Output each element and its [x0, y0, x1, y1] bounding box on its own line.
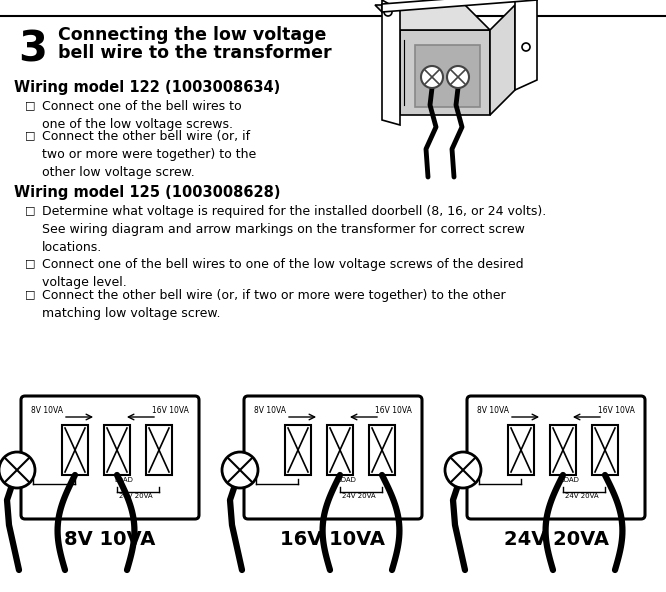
Text: 16V 10VA: 16V 10VA: [598, 406, 635, 415]
Bar: [369, 425, 395, 475]
Text: □: □: [25, 130, 35, 140]
Bar: [550, 425, 576, 475]
Circle shape: [421, 66, 443, 88]
Circle shape: [222, 452, 258, 488]
Bar: [508, 425, 534, 475]
Text: 8V 10VA: 8V 10VA: [477, 406, 509, 415]
Circle shape: [522, 43, 530, 51]
Text: Connect one of the bell wires to one of the low voltage screws of the desired
vo: Connect one of the bell wires to one of …: [42, 258, 523, 289]
Text: LOAD: LOAD: [337, 477, 356, 483]
Text: □: □: [25, 100, 35, 110]
Text: 8V 10VA: 8V 10VA: [65, 530, 156, 549]
Text: Connect the other bell wire (or, if two or more were together) to the other
matc: Connect the other bell wire (or, if two …: [42, 289, 505, 320]
Polygon shape: [382, 0, 537, 12]
Polygon shape: [490, 5, 515, 115]
Circle shape: [447, 66, 469, 88]
Polygon shape: [415, 45, 480, 107]
Bar: [62, 425, 88, 475]
Bar: [327, 425, 353, 475]
Text: 24V 20VA: 24V 20VA: [565, 493, 599, 499]
Text: 16V 10VA: 16V 10VA: [152, 406, 189, 415]
Text: 8V 10VA: 8V 10VA: [31, 406, 63, 415]
Bar: [592, 425, 618, 475]
Text: 8V 10VA: 8V 10VA: [254, 406, 286, 415]
Text: □: □: [25, 258, 35, 268]
Text: LOAD: LOAD: [114, 477, 133, 483]
Polygon shape: [375, 5, 490, 30]
Text: 24V 20VA: 24V 20VA: [503, 530, 609, 549]
Text: □: □: [25, 205, 35, 215]
Text: Wiring model 125 (1003008628): Wiring model 125 (1003008628): [14, 185, 280, 200]
Text: □: □: [25, 289, 35, 299]
Text: Wiring model 122 (1003008634): Wiring model 122 (1003008634): [14, 80, 280, 95]
FancyBboxPatch shape: [244, 396, 422, 519]
Bar: [285, 425, 311, 475]
Text: Determine what voltage is required for the installed doorbell (8, 16, or 24 volt: Determine what voltage is required for t…: [42, 205, 546, 254]
Text: Connect one of the bell wires to
one of the low voltage screws.: Connect one of the bell wires to one of …: [42, 100, 242, 131]
Bar: [146, 425, 172, 475]
Circle shape: [0, 452, 35, 488]
Text: Connecting the low voltage: Connecting the low voltage: [58, 26, 326, 44]
Polygon shape: [382, 0, 400, 125]
Text: LOAD: LOAD: [560, 477, 579, 483]
Text: 16V 10VA: 16V 10VA: [280, 530, 386, 549]
FancyBboxPatch shape: [467, 396, 645, 519]
Bar: [104, 425, 130, 475]
Text: 16V 10VA: 16V 10VA: [375, 406, 412, 415]
Polygon shape: [400, 30, 490, 115]
Text: 24V 20VA: 24V 20VA: [119, 493, 153, 499]
Text: bell wire to the transformer: bell wire to the transformer: [58, 44, 332, 62]
Text: 3: 3: [18, 28, 47, 70]
Circle shape: [384, 8, 392, 16]
Text: 24V 20VA: 24V 20VA: [342, 493, 376, 499]
Text: Connect the other bell wire (or, if
two or more were together) to the
other low : Connect the other bell wire (or, if two …: [42, 130, 256, 179]
FancyBboxPatch shape: [21, 396, 199, 519]
Circle shape: [445, 452, 481, 488]
Polygon shape: [515, 0, 537, 90]
